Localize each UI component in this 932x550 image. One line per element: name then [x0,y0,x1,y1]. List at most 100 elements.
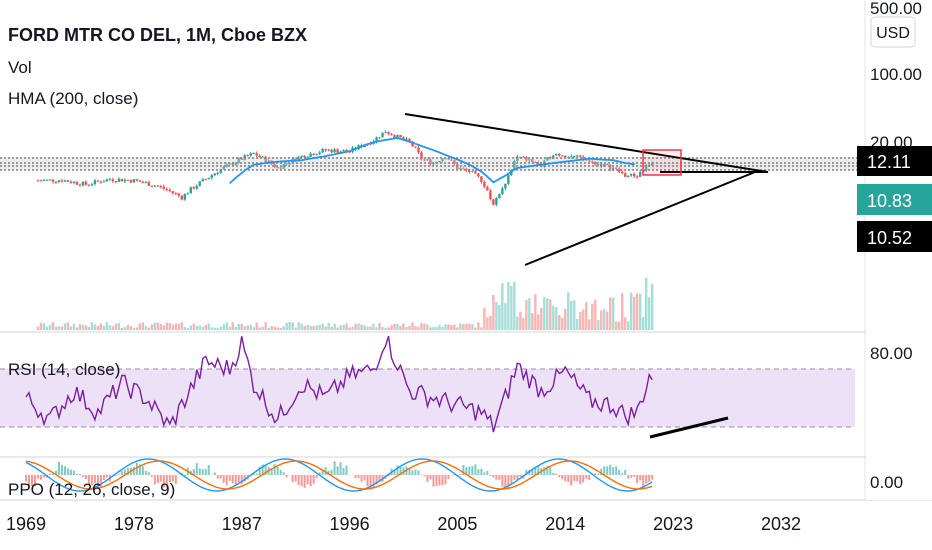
candle-body [558,154,561,156]
svg-text:10.83: 10.83 [867,191,912,211]
ppo-hist-bar [627,475,630,479]
volume-bar [180,322,183,330]
volume-bar [300,323,303,330]
ppo-hist-bar [447,475,450,480]
ppo-hist-bar [495,475,498,480]
candle-body [306,156,309,158]
currency-button[interactable]: USD [870,16,916,48]
price-badge-10-52: 10.52 [857,221,932,252]
volume-bar [279,327,282,330]
volume-bar [36,326,40,330]
candle-body [447,158,450,160]
candle-body [228,163,231,165]
ppo-hist-bar [318,472,321,475]
ppo-hist-bar [594,473,597,475]
ppo-hist-bar [174,475,177,484]
candle-body [264,156,267,163]
volume-bar [621,293,624,330]
ppo-hist-bar [411,470,414,475]
ppo-hist-bar [345,465,348,475]
volume-bar [267,327,270,330]
candle-body [285,163,288,165]
volume-bar [351,326,354,330]
volume-bar [644,277,648,330]
candle-body [108,179,112,181]
volume-bar [447,324,450,330]
volume-bar [483,307,486,330]
ppo-hist-bar [597,473,600,475]
volume-bar [138,323,142,330]
volume-bar [228,326,231,330]
candle-body [486,186,489,191]
volume-bar [57,326,61,330]
volume-bar [492,294,495,330]
candle-body [420,152,423,160]
candle-body [579,155,582,157]
ppo-hist-bar [363,475,366,481]
ppo-hist-bar [438,475,441,486]
candle-body [582,156,585,160]
volume-bar [60,326,64,330]
ppo-hist-bar [192,469,195,475]
volume-bar [117,323,121,330]
ppo-hist-bar [315,475,318,479]
volume-bar [144,325,148,330]
volume-bar [381,326,384,330]
candle-body [75,181,79,185]
upper-trendline[interactable] [404,113,769,173]
volume-bar [411,322,414,330]
volume-bar [105,322,109,330]
horizontal-level-band [0,157,865,171]
ppo-hist-bar [339,462,342,475]
volume-bar [45,326,49,330]
ppo-hist-bar [117,474,120,475]
candle-body [36,180,40,182]
volume-bar [330,326,333,330]
volume-bar [561,317,564,330]
rsi-trendline[interactable] [649,416,729,439]
candle-body [528,159,531,161]
ppo-hist-bar [354,475,357,479]
volume-bar [597,319,600,330]
volume-bar [372,323,375,330]
ppo-hist-bar [294,475,297,482]
ppo-hist-bar [609,464,612,475]
candle-body [333,149,336,153]
highlight-box[interactable] [642,149,682,176]
volume-bar [552,305,555,330]
candle-body [624,173,627,177]
ppo-histogram [25,461,654,489]
candle-body [531,159,534,163]
candle-body [564,155,567,158]
volume-bar [632,296,636,330]
candle-body [621,171,624,174]
candle-body [180,195,183,200]
ppo-hist-bar [561,475,564,480]
time-axis-label: 2032 [761,514,801,534]
ppo-hist-bar [207,465,210,475]
lower-trendline[interactable] [524,171,756,266]
volume-bar [495,301,498,330]
ppo-hist-bar [237,475,240,483]
candle-body [342,149,345,152]
volume-bar [123,327,127,330]
volume-bar [405,326,408,330]
volume-bar [501,283,504,330]
volume-bar [378,322,381,330]
time-axis-label: 2005 [437,514,477,534]
candle-body [378,137,381,139]
ppo-hist-bar [486,470,489,475]
ppo-hist-bar [453,474,456,475]
volume-bar [387,327,390,330]
volume-bar [579,312,582,330]
ppo-hist-bar [483,472,486,475]
volume-bar [357,323,360,330]
volume-bar [543,297,546,330]
ppo-hist-bar [198,468,201,475]
ppo-hist-bar [300,475,303,487]
candle-body [51,179,55,182]
candle-body [153,185,157,187]
volume-bar [231,322,234,330]
candle-body [468,170,471,173]
volume-bar [609,297,612,330]
